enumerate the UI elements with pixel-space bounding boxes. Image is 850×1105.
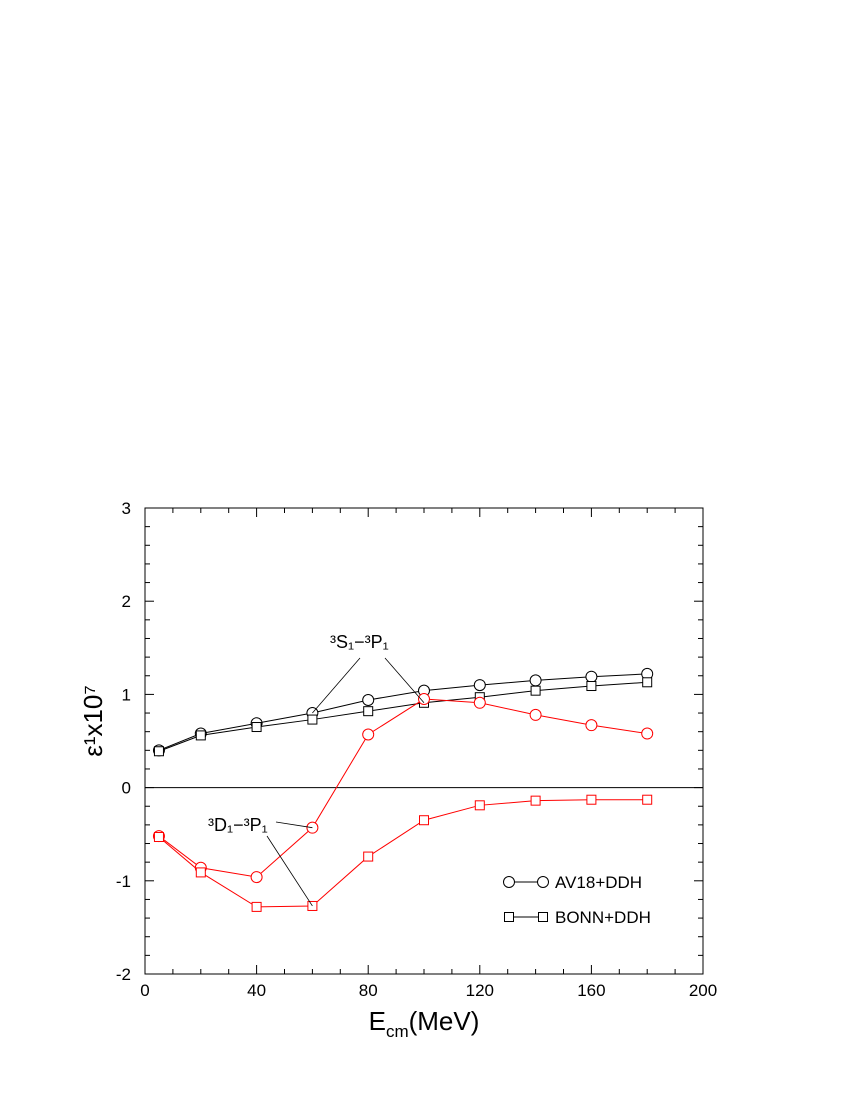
point xyxy=(473,696,486,709)
series-line xyxy=(158,698,648,878)
y-tick-label: -2 xyxy=(116,965,131,984)
point xyxy=(530,795,541,806)
x-tick-label: 0 xyxy=(140,981,149,1000)
point xyxy=(363,706,374,717)
point xyxy=(195,730,206,741)
y-tick-label: 0 xyxy=(122,779,131,798)
series-line xyxy=(158,673,648,751)
point xyxy=(537,876,549,888)
point xyxy=(642,677,653,688)
x-tick-label: 40 xyxy=(247,981,266,1000)
annotation-pointer xyxy=(312,657,361,714)
point xyxy=(529,674,542,687)
x-tick-label: 200 xyxy=(689,981,717,1000)
legend-label: BONN+DDH xyxy=(555,908,651,927)
annotation-pointer xyxy=(266,835,313,907)
x-axis-label-part: (MeV) xyxy=(409,1006,480,1036)
point xyxy=(504,912,514,922)
y-tick-label: -1 xyxy=(116,872,131,891)
point xyxy=(538,912,548,922)
point xyxy=(307,714,318,725)
point xyxy=(473,679,486,692)
annotation-pointer xyxy=(384,657,425,704)
y-tick-label: 3 xyxy=(122,499,131,518)
x-tick-label: 160 xyxy=(577,981,605,1000)
y-axis-label: ε¹x10⁷ xyxy=(78,685,108,757)
x-tick-label: 80 xyxy=(359,981,378,1000)
point xyxy=(362,693,375,706)
y-tick-label: 2 xyxy=(122,592,131,611)
point xyxy=(641,727,654,740)
annotation-pointer xyxy=(275,821,313,829)
point xyxy=(419,815,429,826)
point xyxy=(153,831,164,842)
point xyxy=(195,867,206,878)
group-label: ³D₁−³P₁ xyxy=(208,815,268,835)
plot-frame xyxy=(144,507,704,975)
point xyxy=(530,685,541,696)
series-line xyxy=(158,799,648,908)
point xyxy=(503,876,515,888)
x-axis-label-part: E xyxy=(369,1006,386,1036)
x-axis-label-part: cm xyxy=(386,1022,409,1041)
x-tick-label: 120 xyxy=(466,981,494,1000)
point xyxy=(474,800,485,811)
group-label: ³S₁−³P₁ xyxy=(330,632,389,652)
point xyxy=(251,901,262,912)
point xyxy=(586,681,597,692)
point xyxy=(642,794,653,805)
point xyxy=(363,851,374,862)
legend-label: AV18+DDH xyxy=(555,873,642,892)
point xyxy=(585,670,598,683)
point xyxy=(529,708,542,721)
point xyxy=(585,719,598,732)
point xyxy=(418,693,430,706)
point xyxy=(586,794,597,805)
point xyxy=(362,728,375,741)
point xyxy=(153,746,164,757)
point xyxy=(250,871,263,884)
series-line xyxy=(158,681,648,752)
x-axis-label: Ecm(MeV) xyxy=(369,1006,480,1041)
point xyxy=(251,722,262,733)
y-tick-label: 1 xyxy=(122,685,131,704)
